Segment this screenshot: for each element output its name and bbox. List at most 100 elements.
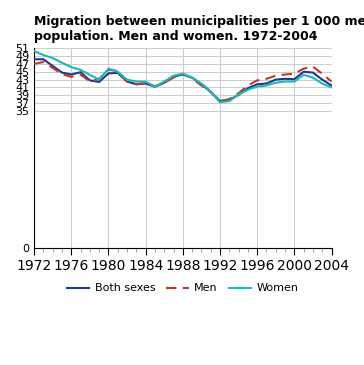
Women xyxy=(329,85,334,89)
Both sexes xyxy=(301,70,306,74)
Men xyxy=(329,79,334,84)
Men xyxy=(88,79,92,84)
Men xyxy=(301,66,306,71)
Women xyxy=(301,73,306,77)
Men xyxy=(134,82,139,87)
Women xyxy=(97,77,101,82)
Women xyxy=(190,76,194,80)
Men xyxy=(236,91,241,96)
Men xyxy=(153,84,157,89)
Men xyxy=(60,72,64,76)
Line: Both sexes: Both sexes xyxy=(34,59,332,101)
Both sexes xyxy=(283,77,287,81)
Text: Migration between municipalities per 1 000 mean
population. Men and women. 1972-: Migration between municipalities per 1 0… xyxy=(34,15,364,43)
Women xyxy=(106,66,111,71)
Women xyxy=(88,73,92,77)
Women xyxy=(32,49,36,53)
Both sexes xyxy=(78,70,83,74)
Both sexes xyxy=(60,70,64,75)
Both sexes xyxy=(236,93,241,97)
Men xyxy=(41,60,46,64)
Both sexes xyxy=(209,89,213,94)
Women xyxy=(134,79,139,84)
Both sexes xyxy=(320,77,324,82)
Men xyxy=(32,62,36,66)
Both sexes xyxy=(134,82,139,87)
Men xyxy=(69,75,74,79)
Women xyxy=(236,92,241,97)
Women xyxy=(60,61,64,65)
Both sexes xyxy=(311,70,315,75)
Women xyxy=(264,83,269,88)
Women xyxy=(255,84,259,89)
Both sexes xyxy=(115,71,120,75)
Both sexes xyxy=(190,76,194,80)
Women xyxy=(51,56,55,60)
Both sexes xyxy=(329,83,334,88)
Women xyxy=(171,73,176,78)
Women xyxy=(320,81,324,86)
Women xyxy=(246,88,250,92)
Men xyxy=(292,72,297,76)
Both sexes xyxy=(106,71,111,76)
Both sexes xyxy=(97,80,101,84)
Women xyxy=(115,70,120,74)
Women xyxy=(283,79,287,84)
Both sexes xyxy=(246,86,250,91)
Women xyxy=(69,65,74,69)
Both sexes xyxy=(218,99,222,103)
Line: Men: Men xyxy=(34,62,332,101)
Women xyxy=(218,100,222,104)
Both sexes xyxy=(51,64,55,68)
Line: Women: Women xyxy=(34,51,332,102)
Legend: Both sexes, Men, Women: Both sexes, Men, Women xyxy=(63,279,303,298)
Men xyxy=(227,97,232,101)
Men xyxy=(311,65,315,69)
Men xyxy=(320,72,324,76)
Men xyxy=(190,76,194,81)
Men xyxy=(115,69,120,73)
Women xyxy=(311,76,315,80)
Both sexes xyxy=(292,77,297,81)
Both sexes xyxy=(88,78,92,82)
Men xyxy=(274,73,278,78)
Men xyxy=(283,72,287,77)
Both sexes xyxy=(255,82,259,87)
Both sexes xyxy=(162,81,166,85)
Both sexes xyxy=(125,79,129,84)
Women xyxy=(227,99,232,103)
Women xyxy=(274,81,278,85)
Both sexes xyxy=(32,57,36,61)
Both sexes xyxy=(69,72,74,77)
Women xyxy=(143,79,148,84)
Women xyxy=(181,72,185,76)
Women xyxy=(125,77,129,82)
Women xyxy=(292,79,297,84)
Women xyxy=(78,68,83,72)
Men xyxy=(246,83,250,88)
Men xyxy=(181,72,185,76)
Both sexes xyxy=(227,98,232,102)
Both sexes xyxy=(199,82,203,87)
Men xyxy=(106,68,111,72)
Women xyxy=(209,89,213,93)
Men xyxy=(143,81,148,85)
Men xyxy=(162,81,166,85)
Men xyxy=(97,77,101,81)
Women xyxy=(41,53,46,57)
Men xyxy=(218,99,222,103)
Men xyxy=(125,79,129,84)
Men xyxy=(255,78,259,82)
Men xyxy=(209,90,213,94)
Both sexes xyxy=(41,57,46,61)
Men xyxy=(199,83,203,88)
Women xyxy=(162,79,166,84)
Men xyxy=(171,76,176,80)
Men xyxy=(264,77,269,81)
Both sexes xyxy=(264,81,269,86)
Both sexes xyxy=(274,77,278,82)
Men xyxy=(51,66,55,70)
Women xyxy=(199,81,203,86)
Women xyxy=(153,84,157,89)
Men xyxy=(78,72,83,77)
